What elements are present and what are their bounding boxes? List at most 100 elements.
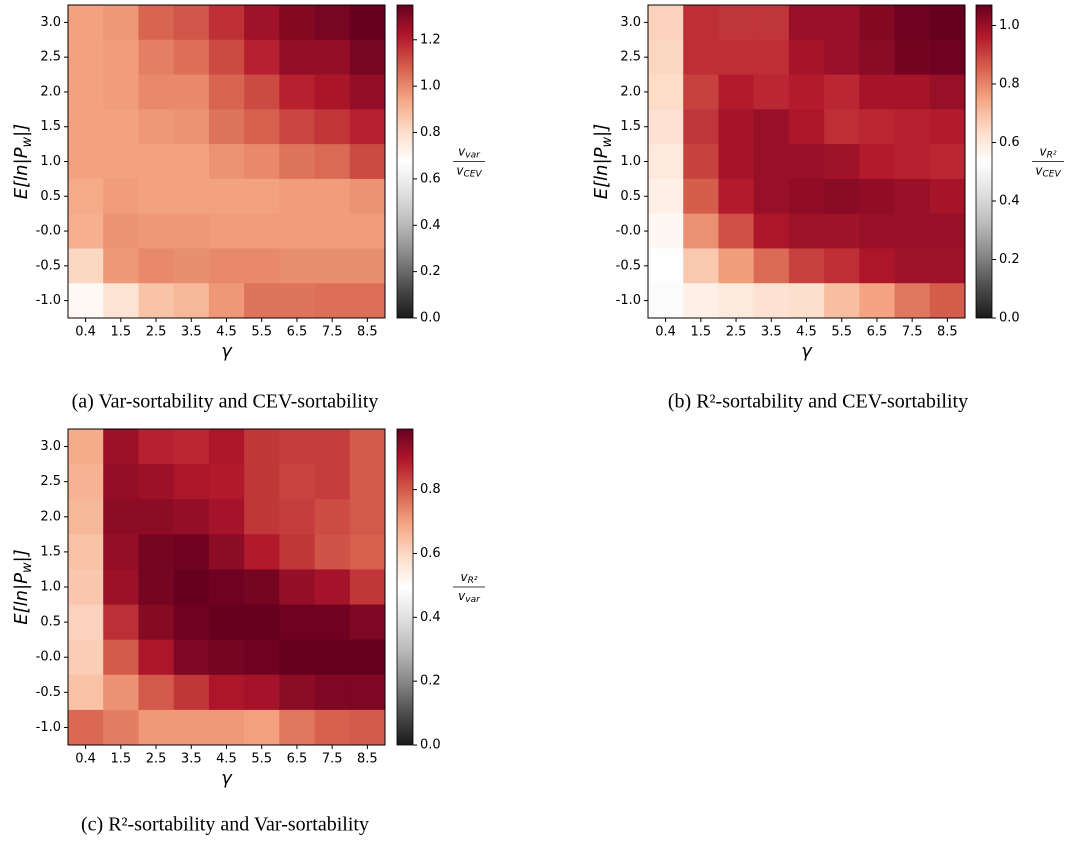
heatmap-cell bbox=[929, 109, 966, 145]
heatmap-cell bbox=[173, 639, 210, 676]
heatmap-cell bbox=[208, 178, 245, 215]
heatmap-cell bbox=[718, 144, 755, 180]
y-label-main: E[ln|P bbox=[11, 147, 32, 199]
heatmap-cell bbox=[173, 74, 210, 110]
heatmap-cell bbox=[753, 178, 790, 215]
colorbar bbox=[396, 428, 414, 746]
x-tick-label: 5.5 bbox=[251, 325, 272, 340]
heatmap-cell bbox=[824, 74, 860, 110]
heatmap-cell bbox=[648, 283, 684, 319]
colorbar-tick-label: 0.2 bbox=[999, 252, 1020, 267]
frac-den-sub: CEV bbox=[1042, 169, 1061, 179]
colorbar-tick-label: 0.2 bbox=[420, 264, 441, 279]
heatmap-cell bbox=[138, 639, 175, 676]
heatmap-cell bbox=[244, 144, 280, 180]
heatmap-cell bbox=[859, 178, 896, 215]
y-tick-label: 0.5 bbox=[40, 615, 61, 630]
y-tick-label: -0.5 bbox=[36, 685, 61, 700]
colorbar-tick-label: 1.2 bbox=[420, 32, 441, 47]
heatmap-cell bbox=[859, 39, 896, 76]
heatmap-cell bbox=[173, 248, 210, 284]
heatmap-cell bbox=[138, 109, 175, 145]
colorbar bbox=[396, 4, 414, 319]
heatmap-cell bbox=[103, 534, 139, 570]
heatmap-cell bbox=[103, 604, 139, 641]
heatmap-cell bbox=[68, 464, 104, 500]
x-tick-label: 3.5 bbox=[181, 752, 202, 767]
y-tick-label: 3.0 bbox=[40, 15, 61, 30]
heatmap-cell bbox=[824, 5, 860, 41]
heatmap-cell bbox=[208, 674, 245, 711]
y-tick-label: -0.0 bbox=[36, 650, 61, 665]
heatmap-cell bbox=[894, 39, 931, 76]
y-tick-label: -0.0 bbox=[616, 224, 641, 239]
heatmap-cell bbox=[138, 674, 175, 711]
heatmap-cell bbox=[683, 283, 719, 319]
heatmap-cell bbox=[279, 5, 316, 41]
heatmap-cell bbox=[68, 144, 104, 180]
heatmap-cell bbox=[244, 569, 280, 606]
x-tick-label: 1.5 bbox=[110, 752, 131, 767]
x-tick-label: 4.5 bbox=[216, 752, 237, 767]
x-tick-label: 4.5 bbox=[216, 325, 237, 340]
heatmap-cell bbox=[349, 144, 386, 180]
y-tick-label: -0.5 bbox=[616, 258, 641, 273]
heatmap-cell bbox=[68, 709, 104, 746]
heatmap-cell bbox=[208, 429, 245, 465]
heatmap-cell bbox=[244, 248, 280, 284]
heatmap-cell bbox=[103, 569, 139, 606]
heatmap-cell bbox=[929, 144, 966, 180]
y-tick-label: 1.0 bbox=[620, 154, 641, 169]
y-tick-label: 2.0 bbox=[620, 84, 641, 99]
heatmap-cell bbox=[929, 39, 966, 76]
heatmap-cell bbox=[244, 639, 280, 676]
heatmap-cell bbox=[683, 109, 719, 145]
heatmap-cell bbox=[138, 464, 175, 500]
heatmap-cell bbox=[648, 178, 684, 215]
heatmap-cell bbox=[68, 213, 104, 249]
heatmap-cell bbox=[244, 213, 280, 249]
x-tick-label: 1.5 bbox=[110, 325, 131, 340]
heatmap-cell bbox=[349, 464, 386, 500]
heatmap-cell bbox=[68, 604, 104, 641]
heatmap-cell bbox=[349, 499, 386, 535]
x-tick-label: 2.5 bbox=[146, 752, 167, 767]
colorbar-tick-label: 0.4 bbox=[420, 610, 441, 625]
heatmap-cell bbox=[349, 213, 386, 249]
heatmap-cell bbox=[314, 674, 351, 711]
y-tick-label: 1.5 bbox=[620, 119, 641, 134]
heatmap-cell bbox=[68, 5, 104, 41]
heatmap-cell bbox=[68, 74, 104, 110]
heatmap-cell bbox=[173, 178, 210, 215]
heatmap-cell bbox=[68, 429, 104, 465]
x-tick-label: 2.5 bbox=[726, 325, 747, 340]
heatmap-cell bbox=[894, 144, 931, 180]
heatmap-cell bbox=[173, 674, 210, 711]
x-tick-label: 0.4 bbox=[75, 752, 96, 767]
heatmap-cell bbox=[894, 213, 931, 249]
heatmap-cell bbox=[138, 569, 175, 606]
heatmap-cell bbox=[208, 74, 245, 110]
heatmap-cell bbox=[173, 569, 210, 606]
x-tick-label: 4.5 bbox=[796, 325, 817, 340]
frac-den: v bbox=[1035, 163, 1043, 177]
frac-den-sub: var bbox=[465, 595, 481, 605]
y-tick-label: 2.5 bbox=[40, 50, 61, 65]
x-tick-label: 5.5 bbox=[831, 325, 852, 340]
heatmap-cell bbox=[859, 5, 896, 41]
x-tick-label: 8.5 bbox=[357, 752, 378, 767]
heatmap-cell bbox=[279, 213, 316, 249]
heatmap-cell bbox=[929, 283, 966, 319]
heatmap-cell bbox=[173, 534, 210, 570]
heatmap-cell bbox=[683, 213, 719, 249]
frac-den: v bbox=[456, 163, 464, 177]
frac-den-sub: CEV bbox=[463, 169, 482, 179]
heatmap-cell bbox=[103, 429, 139, 465]
y-tick-label: 1.0 bbox=[40, 154, 61, 169]
frac-num-sub: R² bbox=[468, 576, 478, 586]
heatmap-cell bbox=[788, 5, 825, 41]
heatmap-cell bbox=[894, 248, 931, 284]
heatmap-cell bbox=[208, 144, 245, 180]
heatmap-cell bbox=[244, 283, 280, 319]
heatmap-cell bbox=[173, 499, 210, 535]
